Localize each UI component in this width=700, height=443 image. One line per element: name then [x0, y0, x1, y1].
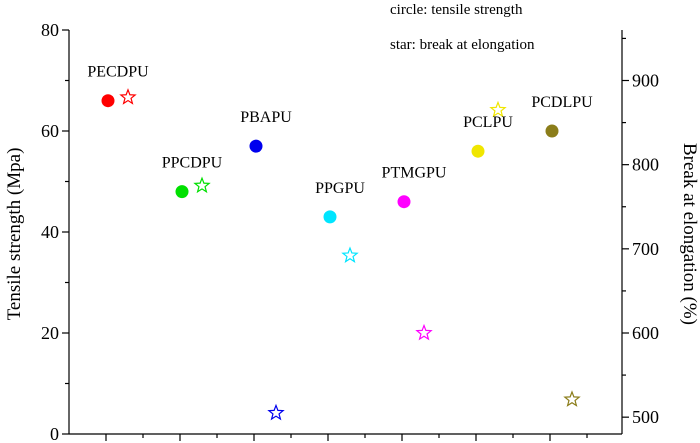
tensile-point-pecdpu: [101, 94, 115, 108]
point-label-pclpu: PCLPU: [463, 114, 513, 131]
marks: [101, 88, 581, 421]
legend-star: star: break at elongation: [390, 37, 535, 53]
y2-axis-title: Break at elongation (%): [679, 143, 700, 325]
elongation-point-pbapu: [267, 403, 285, 421]
point-label-ppcdpu: PPCDPU: [162, 155, 223, 172]
point-label-pbapu: PBAPU: [240, 109, 292, 126]
y-tick-label: 0: [50, 424, 59, 443]
y2-tick-label: 900: [632, 71, 659, 91]
tensile-point-pcdlpu: [545, 124, 559, 138]
point-label-ptmgpu: PTMGPU: [382, 165, 447, 182]
elongation-point-pecdpu: [119, 88, 137, 105]
axes: [68, 30, 623, 435]
y-tick-label: 20: [41, 323, 59, 343]
y-tick-label: 60: [41, 121, 59, 141]
y2-tick-label: 600: [632, 323, 659, 343]
elongation-point-pcdlpu: [563, 390, 581, 407]
ticks: 0 20 40 60 80 500 600 700 800 900: [41, 20, 659, 443]
y-tick-label: 40: [41, 222, 59, 242]
y-tick-label: 80: [41, 20, 59, 40]
tensile-point-ppcdpu: [175, 185, 189, 199]
tensile-point-pbapu: [249, 139, 263, 153]
y2-tick-label: 500: [632, 407, 659, 427]
y-axis-title: Tensile strength (Mpa): [4, 148, 25, 321]
elongation-point-ppcdpu: [193, 176, 211, 194]
elongation-point-ppgpu: [341, 246, 359, 263]
tensile-point-pclpu: [471, 144, 485, 158]
point-labels: PECDPU PPCDPU PBAPU PPGPU PTMGPU PCLPU PCDLPU: [87, 64, 593, 197]
tensile-point-ppgpu: [323, 210, 337, 224]
elongation-point-pclpu: [489, 100, 507, 118]
legend-circle: circle: tensile strength: [390, 2, 523, 18]
elongation-point-ptmgpu: [415, 323, 433, 341]
y2-tick-label: 700: [632, 239, 659, 259]
y2-tick-label: 800: [632, 155, 659, 175]
point-label-ppgpu: PPGPU: [315, 180, 365, 197]
point-label-pecdpu: PECDPU: [87, 64, 149, 81]
tensile-point-ptmgpu: [397, 195, 411, 209]
point-label-pcdlpu: PCDLPU: [531, 94, 593, 111]
